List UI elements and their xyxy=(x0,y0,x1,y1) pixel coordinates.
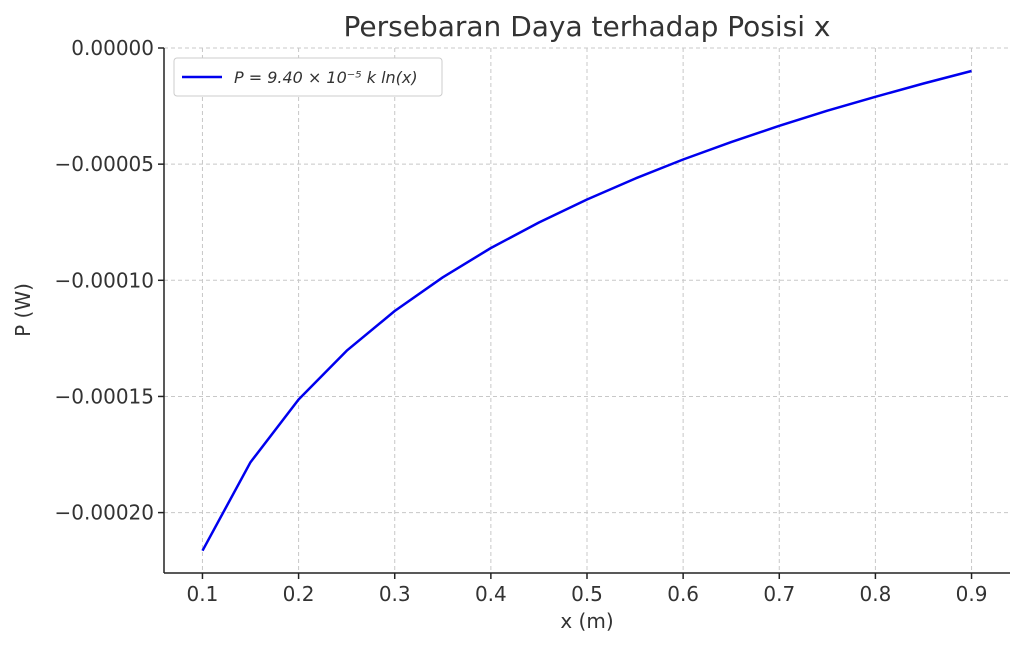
y-tick-label: −0.00020 xyxy=(55,501,154,525)
x-tick-label: 0.5 xyxy=(571,582,603,606)
legend-label: P = 9.40 × 10⁻⁵ k ln(x) xyxy=(234,68,418,87)
y-tick-label: −0.00010 xyxy=(55,268,154,292)
x-tick-label: 0.3 xyxy=(379,582,411,606)
legend: P = 9.40 × 10⁻⁵ k ln(x) xyxy=(173,57,443,97)
x-tick-label: 0.6 xyxy=(667,582,699,606)
x-tick-label: 0.7 xyxy=(763,582,795,606)
y-tick-label: −0.00005 xyxy=(55,152,154,176)
y-tick-label: −0.00015 xyxy=(55,384,154,408)
x-tick-label: 0.4 xyxy=(475,582,507,606)
x-axis-title: x (m) xyxy=(560,609,613,633)
x-tick-label: 0.9 xyxy=(956,582,988,606)
chart-title: Persebaran Daya terhadap Posisi x xyxy=(344,10,831,43)
ticks: 0.1 0.2 0.3 0.4 0.5 0.6 0.7 0.8 0.9 0.00000 −0.000… xyxy=(55,36,988,606)
y-axis-title: P (W) xyxy=(11,283,35,337)
series-line xyxy=(201,69,972,552)
y-tick-label: 0.00000 xyxy=(71,36,154,60)
x-tick-label: 0.2 xyxy=(283,582,315,606)
series xyxy=(201,69,972,552)
x-tick-label: 0.8 xyxy=(860,582,892,606)
legend-box xyxy=(173,57,443,97)
x-tick-label: 0.1 xyxy=(187,582,219,606)
grid xyxy=(164,47,1010,573)
